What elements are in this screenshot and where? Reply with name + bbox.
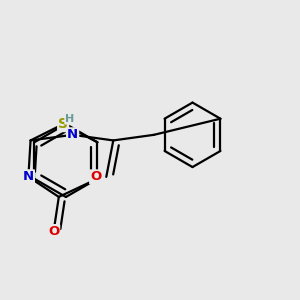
Text: N: N (23, 170, 34, 183)
Text: O: O (90, 170, 101, 183)
Text: N: N (67, 128, 78, 141)
Text: O: O (48, 225, 59, 238)
Text: S: S (58, 117, 68, 131)
Text: H: H (65, 114, 74, 124)
